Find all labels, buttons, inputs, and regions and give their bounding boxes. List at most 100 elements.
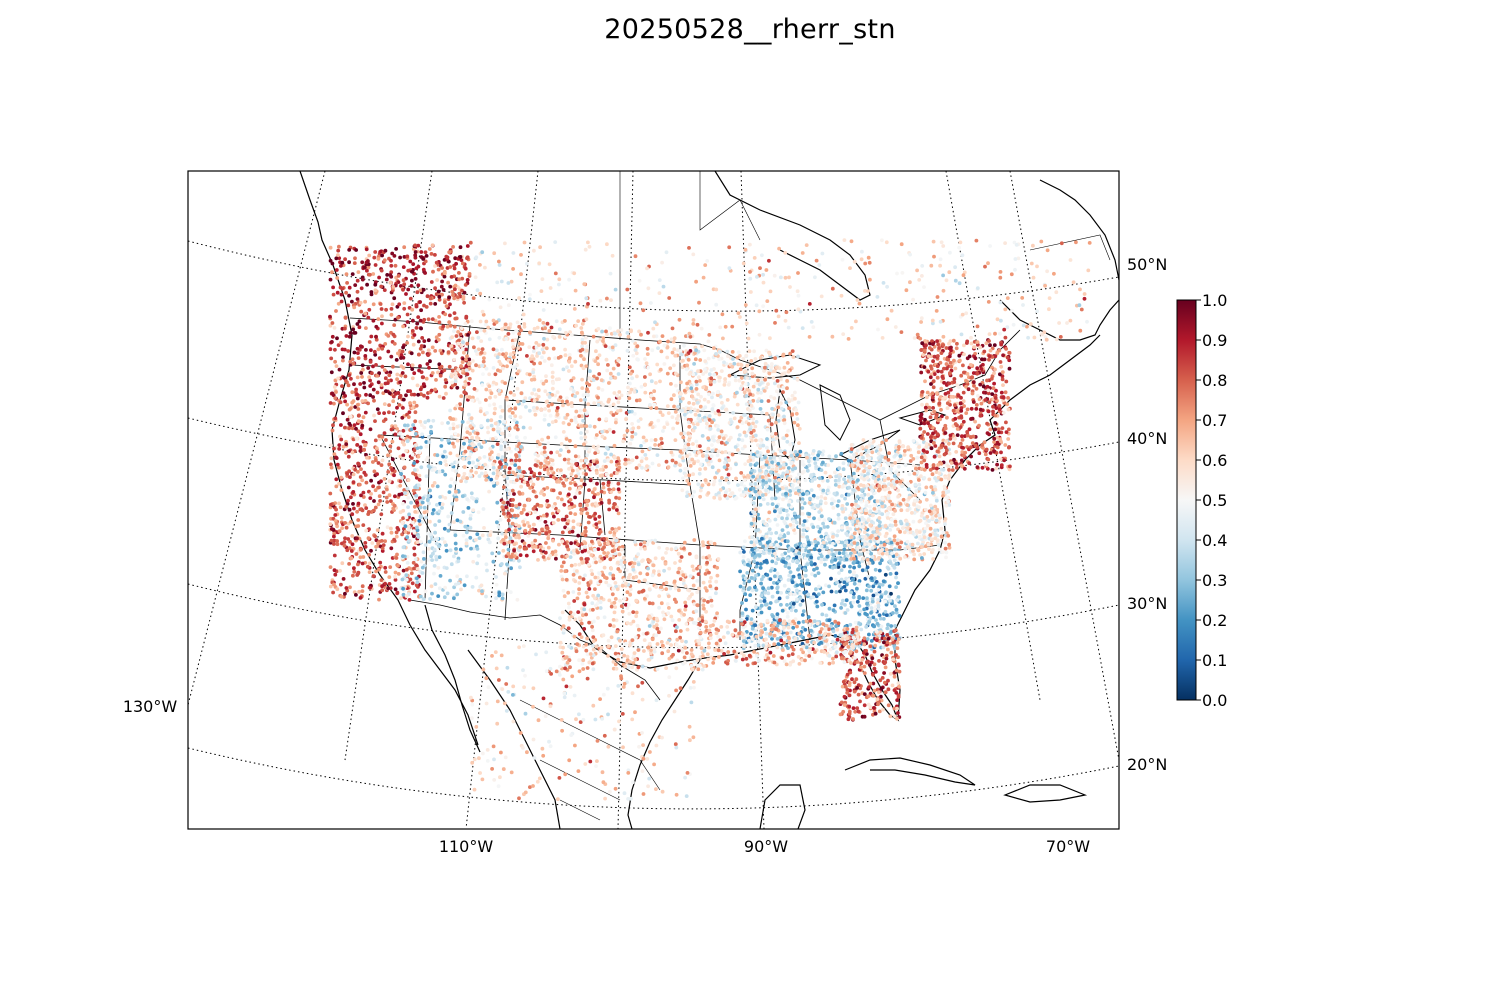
station-point xyxy=(719,429,724,434)
station-point xyxy=(841,461,846,466)
station-point xyxy=(452,311,457,315)
station-point xyxy=(385,500,390,504)
station-point xyxy=(669,450,674,455)
station-point xyxy=(336,248,341,253)
station-point xyxy=(389,258,393,263)
station-point xyxy=(416,483,421,488)
station-point xyxy=(449,511,454,515)
station-point xyxy=(614,538,619,543)
station-point xyxy=(695,400,700,405)
station-point xyxy=(743,462,748,466)
station-point xyxy=(409,456,414,460)
station-point xyxy=(588,515,593,519)
station-point xyxy=(371,484,375,489)
station-point xyxy=(350,272,355,276)
station-point xyxy=(407,538,411,543)
station-point xyxy=(452,329,456,333)
station-point xyxy=(506,518,511,523)
station-point xyxy=(382,258,387,263)
station-point xyxy=(652,334,656,339)
station-point xyxy=(525,521,530,525)
station-point xyxy=(478,409,483,414)
station-point xyxy=(696,392,701,397)
station-point xyxy=(565,554,569,558)
station-point xyxy=(442,526,447,531)
station-point xyxy=(498,405,503,409)
station-point xyxy=(646,539,651,544)
station-point xyxy=(338,568,342,573)
station-point xyxy=(646,557,650,562)
station-point xyxy=(423,250,428,255)
station-point xyxy=(698,565,703,570)
station-point xyxy=(531,349,536,354)
station-point xyxy=(691,442,695,446)
station-point xyxy=(612,600,617,605)
station-point xyxy=(650,348,655,353)
station-point xyxy=(839,451,844,456)
station-point xyxy=(758,468,762,473)
station-point xyxy=(582,607,587,612)
station-point xyxy=(524,405,528,409)
station-point xyxy=(419,250,424,254)
station-point xyxy=(499,438,504,443)
station-point xyxy=(671,652,675,657)
station-point xyxy=(611,624,616,628)
station-point xyxy=(758,355,763,360)
station-point xyxy=(496,536,500,541)
station-point xyxy=(338,434,342,439)
station-point xyxy=(489,391,494,396)
station-point xyxy=(700,434,705,438)
station-point xyxy=(692,425,697,430)
station-point xyxy=(408,577,413,582)
station-point xyxy=(426,353,430,357)
station-point xyxy=(337,482,341,486)
station-point xyxy=(330,321,335,325)
station-point xyxy=(450,335,454,340)
station-point xyxy=(579,621,584,626)
station-point xyxy=(346,383,351,388)
station-point xyxy=(406,268,411,273)
station-point xyxy=(436,337,441,342)
station-point xyxy=(413,589,417,594)
station-point xyxy=(657,573,661,577)
station-point xyxy=(561,430,566,434)
station-point xyxy=(590,624,594,629)
station-point xyxy=(396,446,401,451)
station-point xyxy=(632,389,637,394)
station-point xyxy=(372,499,376,503)
station-point xyxy=(664,587,669,591)
station-point xyxy=(690,457,695,462)
station-point xyxy=(389,526,393,531)
station-point xyxy=(567,369,571,373)
station-point xyxy=(648,446,653,451)
station-point xyxy=(833,470,837,475)
station-point xyxy=(395,427,399,431)
station-point xyxy=(781,390,785,394)
station-point xyxy=(581,577,586,582)
station-point xyxy=(698,358,703,362)
station-point xyxy=(580,386,585,390)
station-point xyxy=(592,556,597,561)
station-point xyxy=(424,515,428,520)
station-point xyxy=(376,541,380,546)
station-point xyxy=(592,401,597,406)
station-point xyxy=(651,563,656,568)
station-point xyxy=(606,480,611,485)
station-point xyxy=(567,605,571,610)
station-point xyxy=(600,388,605,392)
station-point xyxy=(563,353,568,358)
station-point xyxy=(390,388,395,393)
station-point xyxy=(678,454,682,459)
station-point xyxy=(687,552,692,556)
station-point xyxy=(593,575,598,580)
station-point xyxy=(718,375,722,380)
station-point xyxy=(410,376,415,381)
station-point xyxy=(688,464,693,468)
station-point xyxy=(437,544,441,549)
station-point xyxy=(507,470,512,475)
station-point xyxy=(533,544,538,549)
station-point xyxy=(333,347,337,352)
station-point xyxy=(616,657,620,662)
station-point xyxy=(453,541,458,546)
station-point xyxy=(330,428,335,433)
